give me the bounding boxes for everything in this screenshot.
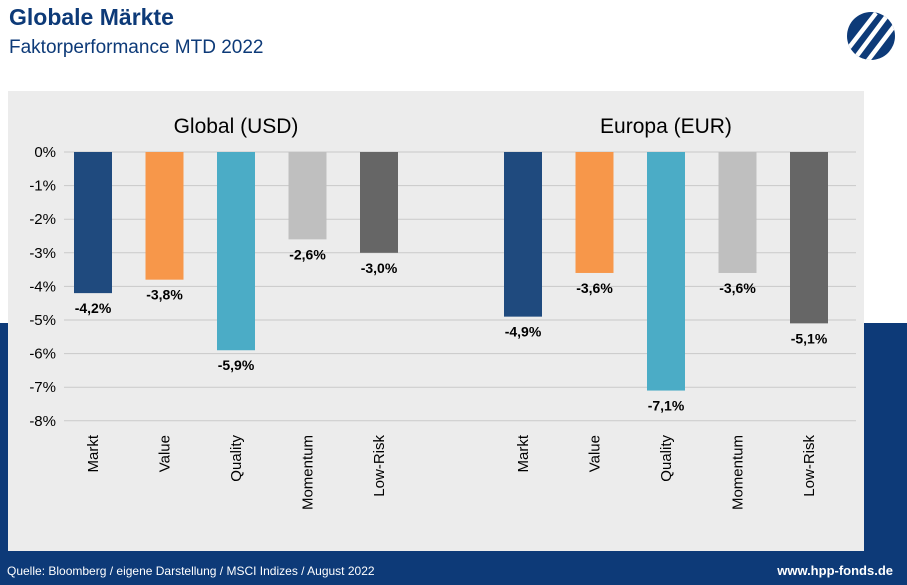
y-tick-label: -3%	[29, 245, 56, 262]
data-label: -5,9%	[218, 357, 255, 373]
x-tick-label: Value	[157, 435, 174, 472]
bar-low-risk	[360, 152, 398, 253]
y-tick-label: -6%	[29, 346, 56, 363]
bar-value	[145, 152, 184, 280]
data-label: -4,9%	[505, 324, 542, 340]
chart-title: Europa (EUR)	[600, 115, 732, 138]
bar-momentum	[288, 152, 327, 240]
data-label: -3,6%	[576, 280, 613, 296]
website-link[interactable]: www.hpp-fonds.de	[777, 563, 893, 578]
y-tick-label: -8%	[29, 413, 56, 430]
data-label: -3,0%	[361, 260, 398, 276]
data-label: -7,1%	[648, 398, 685, 414]
y-tick-label: -2%	[29, 211, 56, 228]
data-label: -5,1%	[791, 330, 828, 346]
hpp-logo-icon	[847, 12, 895, 60]
factor-performance-chart: 0% -1% -2% -3% -4% -5% -6% -7% -8% Global (USD) -4…	[29, 115, 856, 510]
x-tick-label: Quality	[658, 435, 675, 482]
bar-markt	[74, 152, 112, 294]
x-tick-label: Markt	[515, 434, 532, 472]
y-tick-label: -5%	[29, 312, 56, 329]
x-tick-label: Value	[587, 435, 604, 472]
bar-value	[575, 152, 614, 273]
bar-markt	[504, 152, 542, 317]
data-label: -3,6%	[719, 280, 756, 296]
x-tick-label: Markt	[85, 434, 102, 472]
data-label: -4,2%	[75, 300, 112, 316]
x-tick-label: Low-Risk	[801, 435, 818, 497]
data-label: -2,6%	[289, 246, 326, 262]
x-tick-label: Low-Risk	[371, 435, 388, 497]
y-tick-label: -7%	[29, 379, 56, 396]
y-tick-label: -4%	[29, 278, 56, 295]
bar-quality	[217, 152, 255, 351]
data-label: -3,8%	[146, 287, 183, 303]
bar-low-risk	[790, 152, 828, 324]
y-tick-label: -1%	[29, 178, 56, 195]
chart-panel: 0% -1% -2% -3% -4% -5% -6% -7% -8% Global (USD) -4…	[8, 91, 864, 551]
page-title: Globale Märkte	[9, 4, 174, 30]
y-tick-label: 0%	[34, 144, 56, 161]
bar-quality	[647, 152, 685, 391]
chart-title: Global (USD)	[174, 115, 299, 138]
x-tick-label: Quality	[228, 435, 245, 482]
bar-momentum	[718, 152, 757, 273]
x-tick-label: Momentum	[730, 435, 747, 510]
source-note: Quelle: Bloomberg / eigene Darstellung /…	[7, 564, 375, 578]
x-tick-label: Momentum	[300, 435, 317, 510]
page-subtitle: Faktorperformance MTD 2022	[9, 37, 264, 58]
